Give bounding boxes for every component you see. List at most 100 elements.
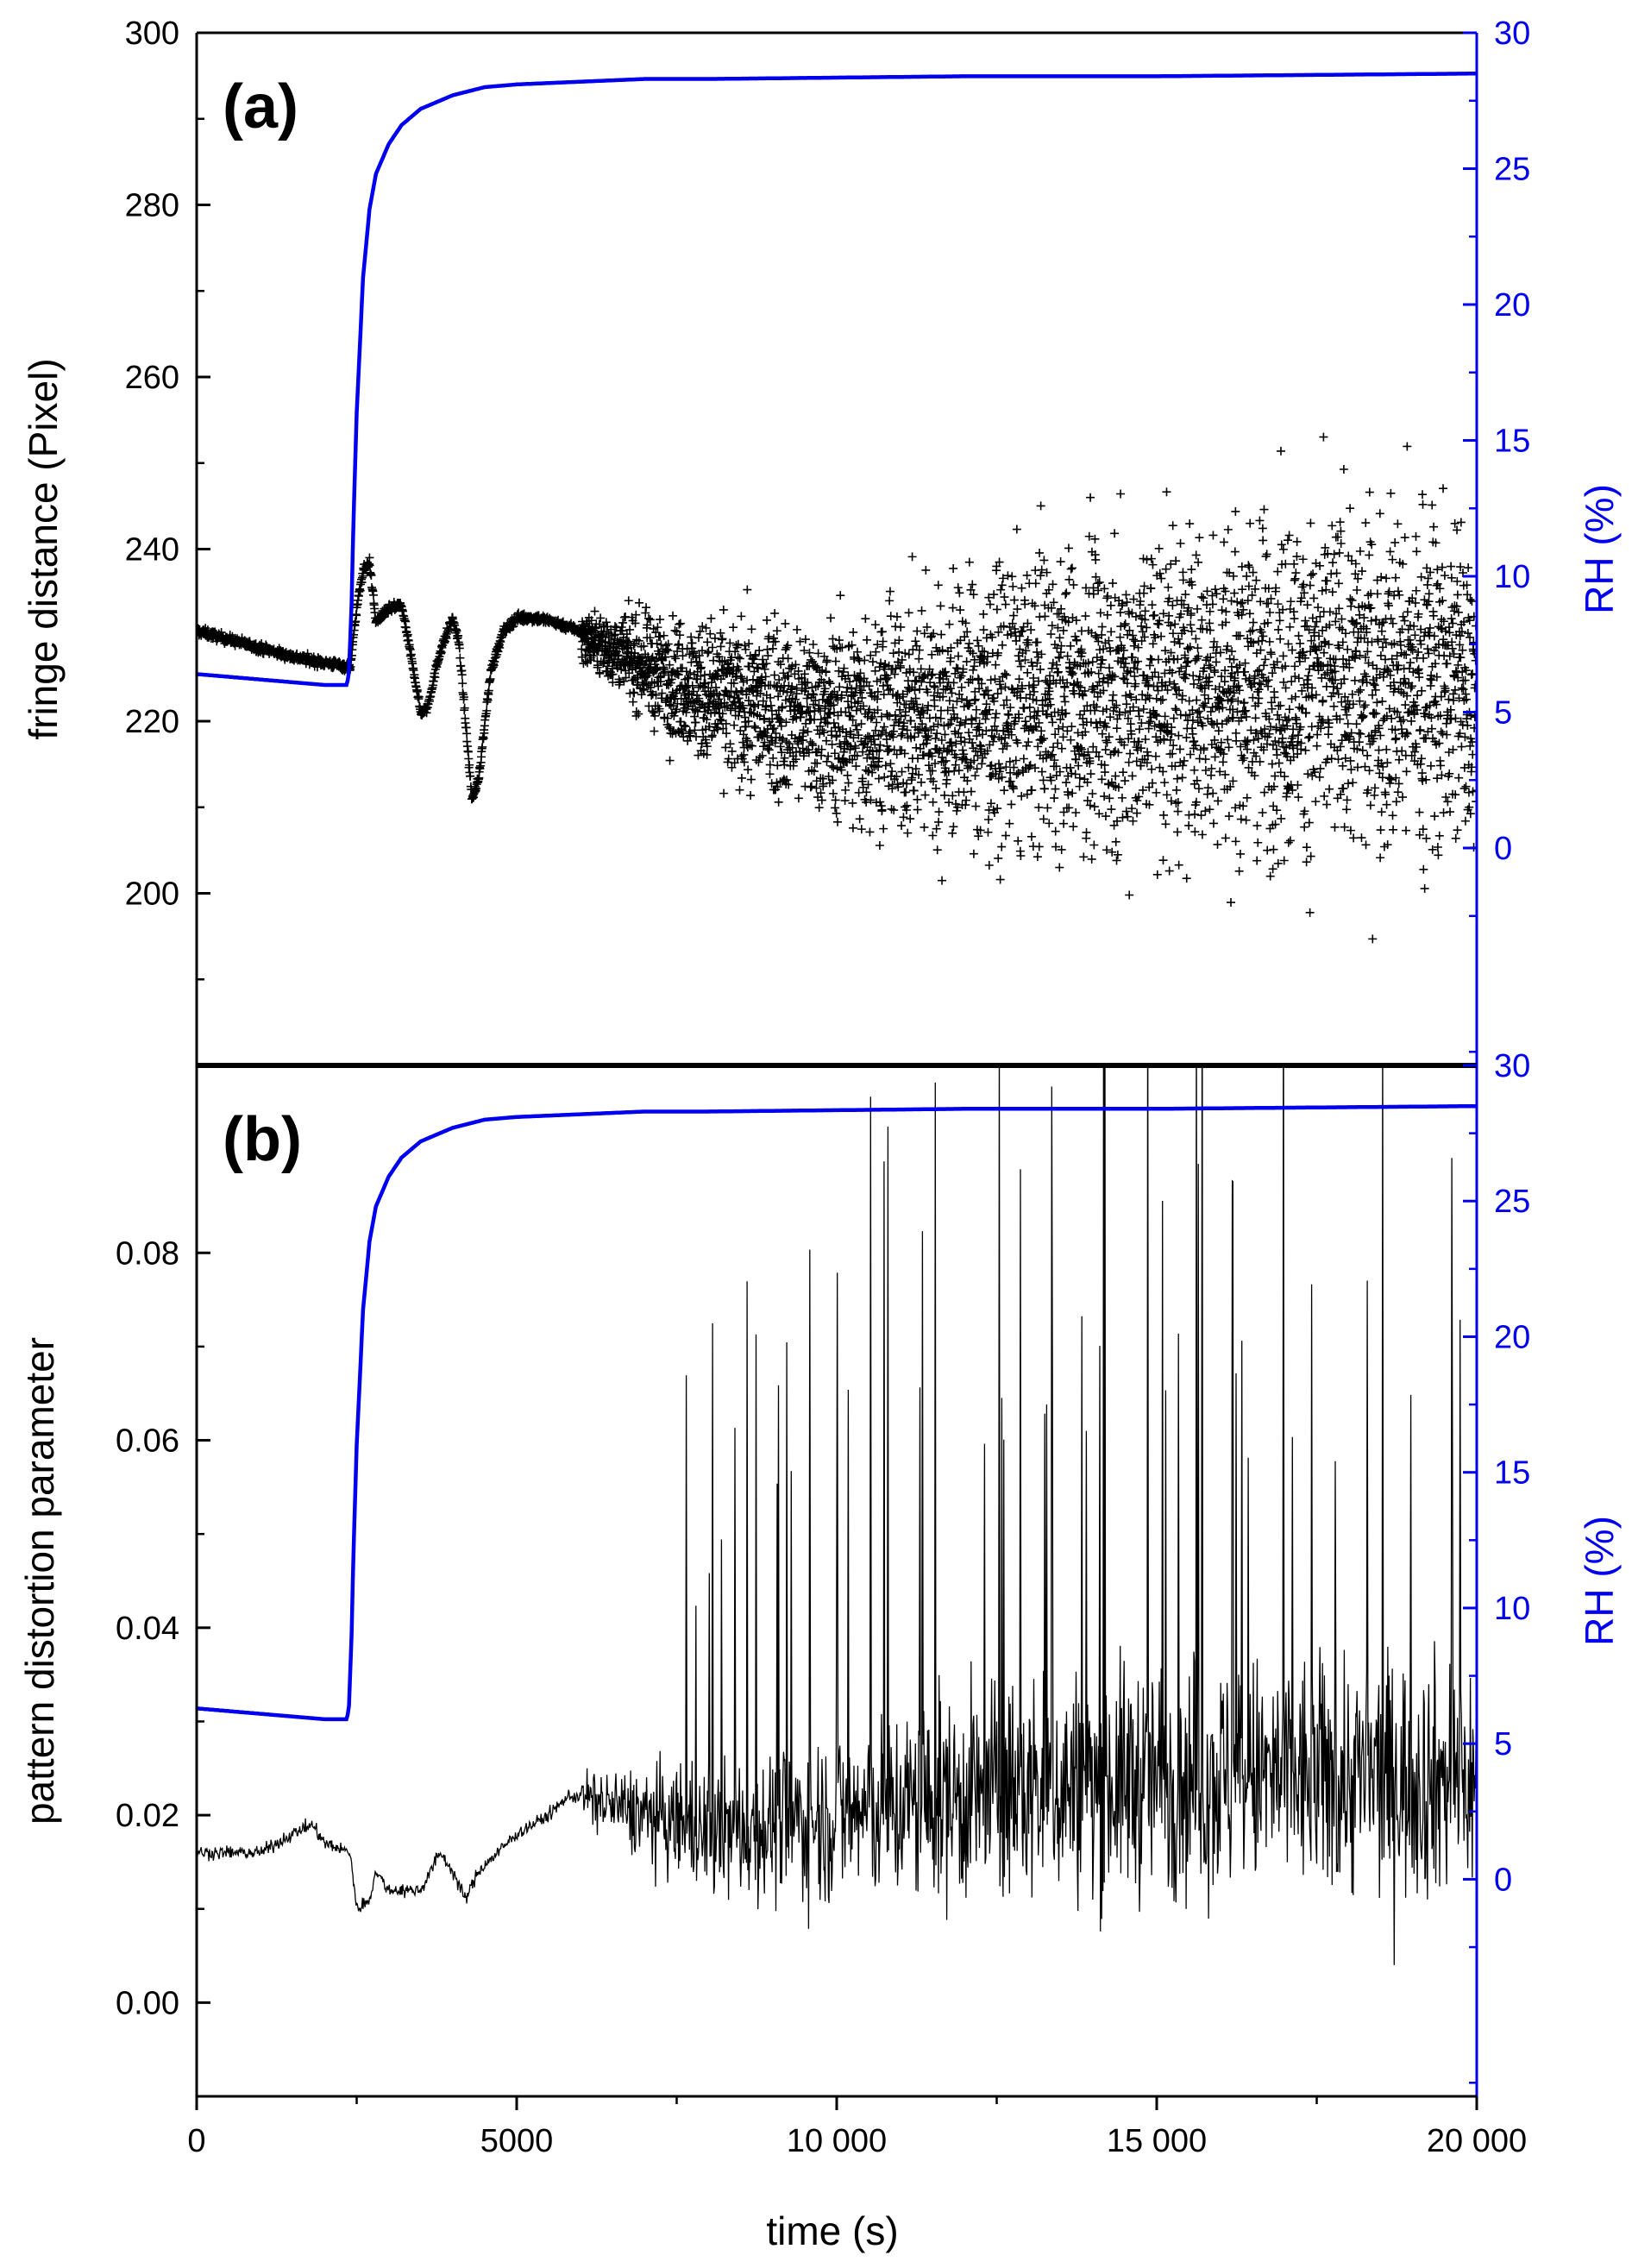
data-point xyxy=(1284,714,1294,724)
data-point xyxy=(673,646,682,656)
data-point xyxy=(1092,747,1102,757)
y-tick-label: 0.00 xyxy=(116,1985,179,2021)
data-point xyxy=(949,563,958,573)
data-point xyxy=(1004,710,1014,719)
data-point xyxy=(705,722,714,732)
data-point xyxy=(745,707,755,717)
data-point xyxy=(854,731,863,740)
data-point xyxy=(973,723,982,732)
data-point xyxy=(634,709,643,719)
data-point xyxy=(653,623,662,632)
data-point xyxy=(1112,856,1121,865)
data-point xyxy=(1129,641,1139,650)
data-point xyxy=(989,696,999,706)
data-point xyxy=(725,638,735,648)
data-point xyxy=(1325,620,1334,630)
data-point xyxy=(1185,519,1195,529)
data-point xyxy=(1033,647,1042,657)
data-point xyxy=(1338,761,1347,770)
data-point xyxy=(1422,775,1431,784)
data-point xyxy=(1263,845,1272,855)
data-point xyxy=(913,626,922,636)
data-point xyxy=(1318,696,1328,706)
data-point xyxy=(807,655,816,664)
data-point xyxy=(1057,845,1066,854)
data-point xyxy=(1205,619,1215,628)
data-point xyxy=(1306,570,1315,580)
data-point xyxy=(1376,650,1385,660)
data-point xyxy=(1122,669,1132,678)
data-point xyxy=(738,703,748,713)
data-point xyxy=(1324,640,1334,650)
data-point xyxy=(894,647,904,657)
data-point xyxy=(1131,612,1140,621)
data-point xyxy=(826,613,836,623)
data-point xyxy=(1437,562,1447,572)
data-point xyxy=(969,590,978,600)
data-point xyxy=(933,688,943,698)
data-point xyxy=(714,652,724,662)
data-point xyxy=(1329,701,1339,711)
data-point xyxy=(1109,703,1119,713)
data-point xyxy=(1422,600,1432,610)
data-point xyxy=(951,663,961,673)
data-point xyxy=(1074,761,1083,770)
data-point xyxy=(866,713,876,723)
data-point xyxy=(1334,579,1344,588)
data-point xyxy=(899,719,908,728)
data-point xyxy=(1265,607,1275,617)
data-point xyxy=(678,651,687,661)
data-point xyxy=(703,648,712,657)
data-point xyxy=(1179,600,1189,609)
data-point xyxy=(1447,714,1456,724)
data-point xyxy=(1141,695,1151,705)
data-point xyxy=(1100,768,1109,777)
data-point xyxy=(1320,791,1329,801)
data-point xyxy=(674,640,683,650)
data-point xyxy=(1085,757,1095,766)
data-point xyxy=(1232,736,1241,745)
y2-tick-label: 25 xyxy=(1494,1184,1530,1220)
data-point xyxy=(842,688,851,697)
data-point xyxy=(1387,713,1397,723)
data-point xyxy=(1019,754,1028,763)
data-point xyxy=(1249,638,1259,648)
data-point xyxy=(1099,721,1108,731)
data-point xyxy=(1276,768,1285,777)
data-point xyxy=(1090,706,1100,715)
data-point xyxy=(1350,653,1359,663)
data-point xyxy=(1464,563,1473,573)
data-point xyxy=(1307,691,1316,701)
data-point xyxy=(1373,637,1383,646)
data-point xyxy=(1279,677,1289,687)
data-point xyxy=(1402,650,1411,660)
data-point xyxy=(1412,705,1422,714)
data-point xyxy=(1104,663,1114,673)
data-point xyxy=(1136,761,1146,770)
data-point xyxy=(1467,596,1477,606)
data-point xyxy=(682,682,692,692)
data-point xyxy=(685,650,694,659)
y2-tick-label: 20 xyxy=(1494,1319,1530,1355)
data-point xyxy=(1110,529,1120,538)
y-tick-label: 0.02 xyxy=(116,1798,179,1834)
data-point xyxy=(1164,677,1174,687)
data-point xyxy=(1462,581,1472,590)
data-point xyxy=(916,664,926,674)
data-point xyxy=(1396,640,1405,650)
data-point xyxy=(1212,589,1221,599)
data-point xyxy=(1086,770,1095,779)
data-point xyxy=(1444,694,1453,704)
data-point xyxy=(750,650,760,659)
data-point xyxy=(1154,672,1164,682)
data-point xyxy=(1034,718,1044,727)
data-point xyxy=(694,751,703,760)
data-point xyxy=(994,627,1003,637)
data-point xyxy=(675,631,685,640)
data-point xyxy=(1063,678,1072,688)
data-point xyxy=(864,705,874,714)
data-point xyxy=(1116,622,1126,631)
data-point xyxy=(1197,592,1207,601)
data-point xyxy=(1047,750,1057,759)
data-point xyxy=(1241,815,1251,825)
